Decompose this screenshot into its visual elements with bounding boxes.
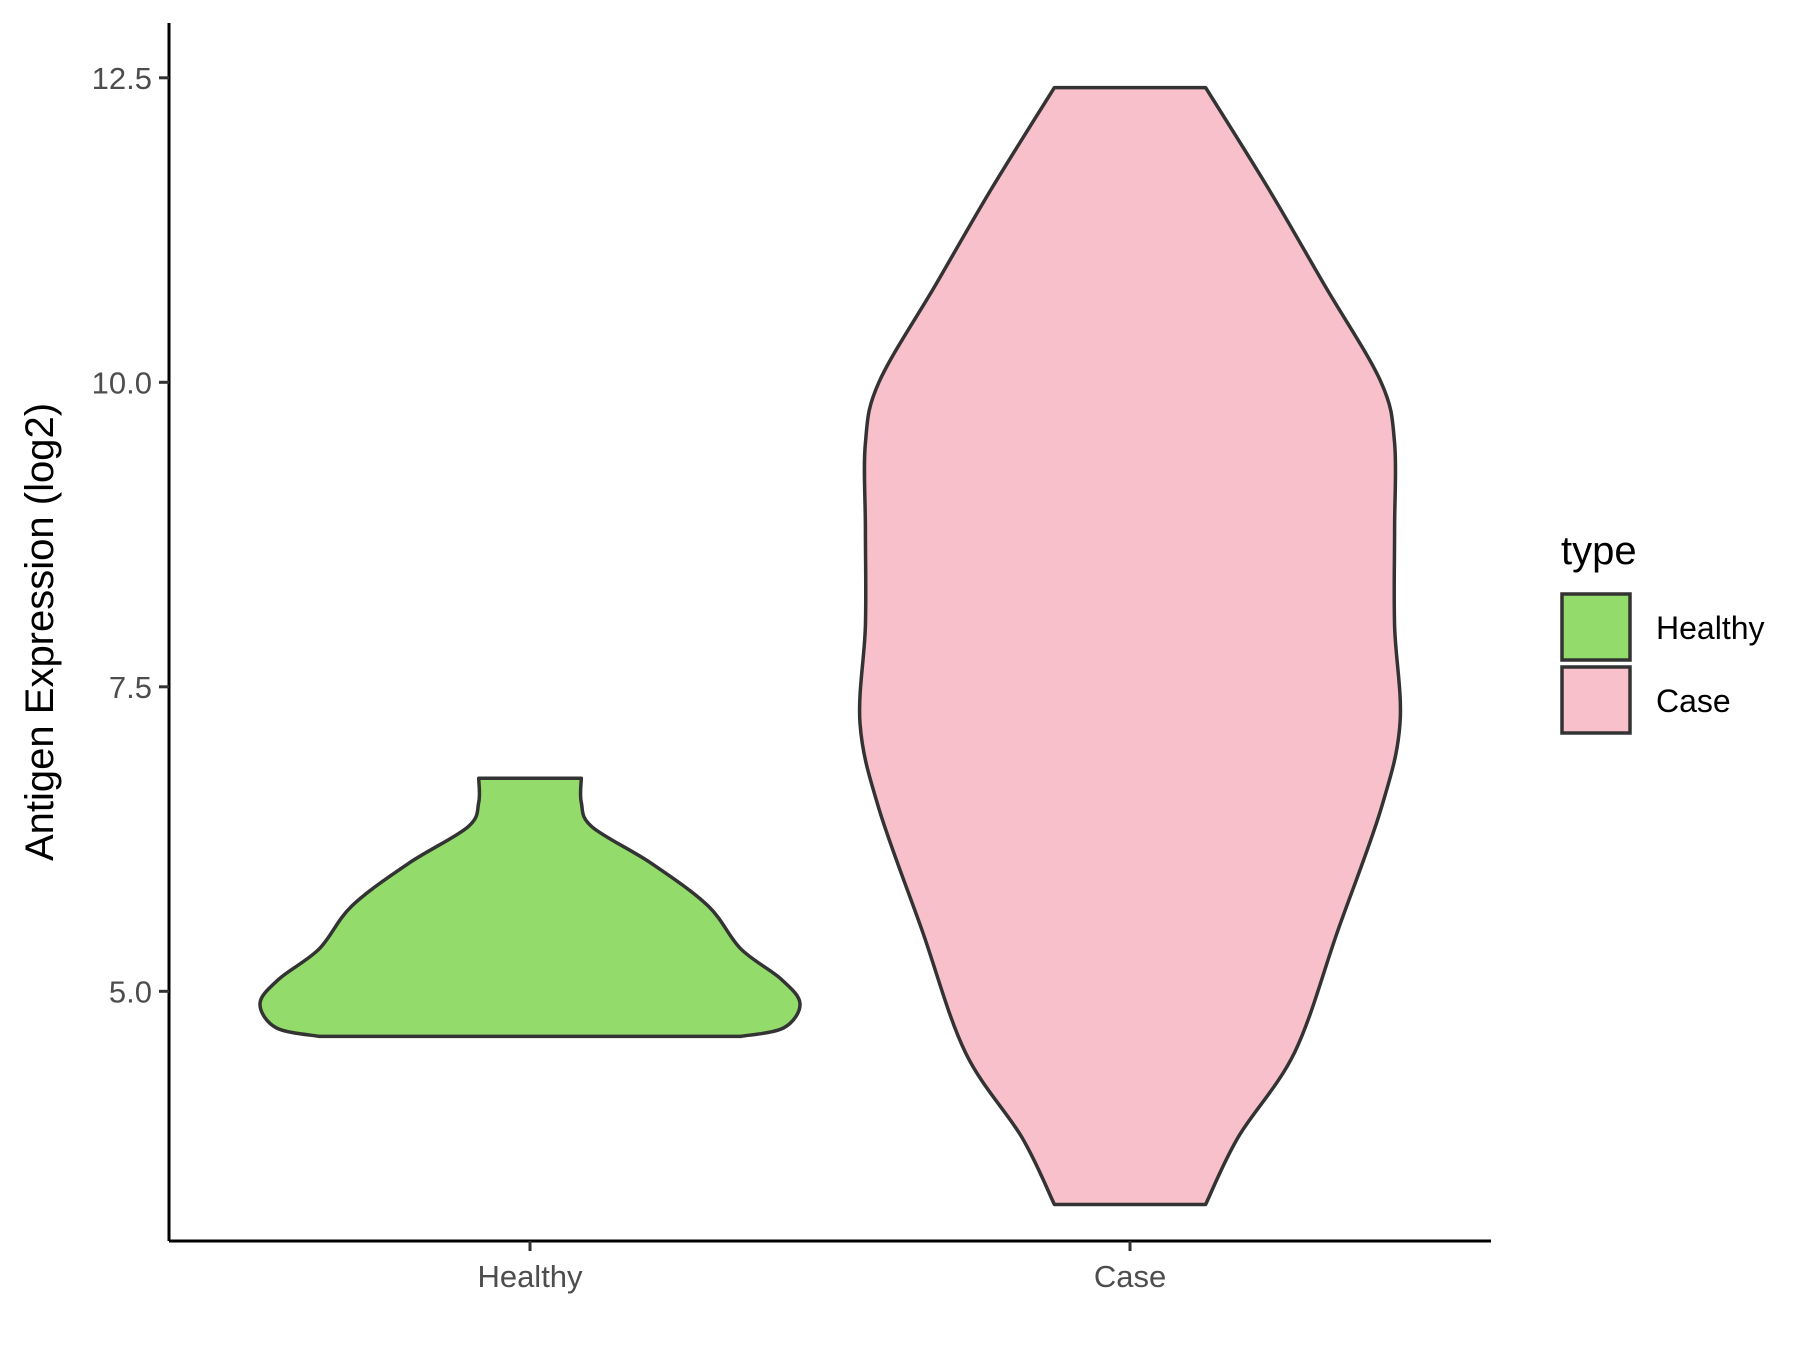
y-axis-title: Antigen Expression (log2) <box>18 403 62 861</box>
y-tick-label: 5.0 <box>109 974 152 1009</box>
y-ticks: 5.0 7.5 10.0 12.5 <box>92 61 169 1009</box>
legend-label-case: Case <box>1656 683 1731 719</box>
violin-case <box>857 85 1403 1207</box>
legend-entries: Healthy Case <box>1560 592 1765 735</box>
x-ticks: Healthy Case <box>477 1241 1166 1294</box>
violin-healthy <box>258 776 802 1039</box>
y-tick-label: 12.5 <box>92 61 152 96</box>
violins <box>258 85 1403 1207</box>
y-tick-label: 10.0 <box>92 365 152 400</box>
y-tick-label: 7.5 <box>109 670 152 705</box>
x-tick-label: Healthy <box>477 1259 583 1294</box>
x-tick-label: Case <box>1094 1259 1166 1294</box>
legend: type Healthy Case <box>1560 529 1765 735</box>
legend-title: type <box>1561 529 1637 573</box>
legend-label-healthy: Healthy <box>1656 610 1765 646</box>
legend-key-healthy <box>1560 592 1632 662</box>
legend-key-case <box>1560 665 1632 735</box>
